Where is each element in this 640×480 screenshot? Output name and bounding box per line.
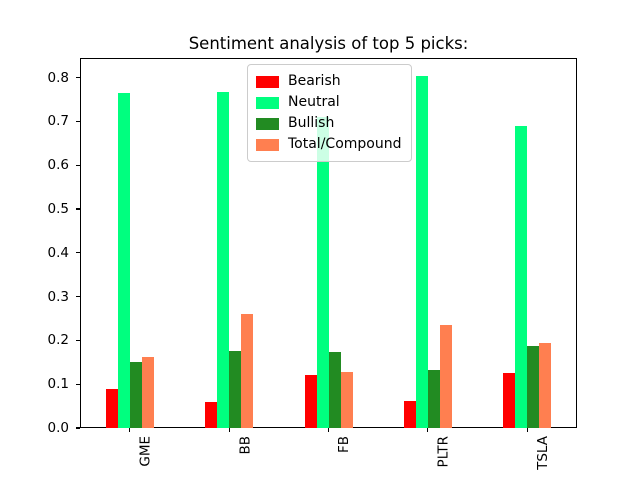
legend: Bearish Neutral Bullish Total/Compound — [247, 64, 413, 162]
bar-bearish-gme — [105, 389, 118, 428]
legend-patch-neutral — [256, 96, 279, 109]
y-tick-mark — [76, 296, 80, 298]
bar-neutral-gme — [117, 93, 130, 428]
y-tick-mark — [76, 252, 80, 254]
y-tick-mark — [76, 164, 80, 166]
legend-label-total-compound: Total/Compound — [288, 136, 402, 152]
bar-neutral-bb — [217, 91, 230, 428]
bar-neutral-tsla — [515, 125, 528, 428]
legend-label-neutral: Neutral — [288, 94, 340, 110]
bar-total-compound-pltr — [439, 324, 452, 428]
y-tick-mark — [76, 208, 80, 210]
x-tick-label-gme: GME — [137, 436, 154, 467]
bar-total-compound-gme — [141, 356, 154, 428]
bar-bullish-bb — [229, 351, 242, 428]
y-tick-mark — [76, 383, 80, 385]
bar-total-compound-bb — [241, 313, 254, 428]
legend-item-total-compound: Total/Compound — [256, 134, 401, 155]
bar-bullish-gme — [129, 362, 142, 428]
bar-bullish-tsla — [527, 345, 540, 428]
legend-label-bullish: Bullish — [288, 115, 335, 131]
bar-neutral-fb — [316, 117, 329, 428]
y-tick-mark — [76, 339, 80, 341]
bar-bullish-fb — [328, 351, 341, 428]
y-tick-label: 0.5 — [47, 201, 69, 218]
y-tick-label: 0.0 — [47, 420, 69, 436]
bar-bearish-tsla — [503, 373, 516, 428]
x-tick-mark — [327, 428, 330, 432]
x-tick-mark — [427, 428, 429, 432]
x-tick-label-bb: BB — [237, 436, 254, 455]
x-tick-label-fb: FB — [336, 436, 353, 454]
x-tick-label-tsla: TSLA — [535, 436, 552, 470]
legend-item-neutral: Neutral — [256, 92, 401, 113]
chart-title: Sentiment analysis of top 5 picks: — [188, 34, 469, 53]
y-tick-label: 0.8 — [47, 69, 69, 86]
bar-bearish-bb — [205, 402, 218, 428]
y-tick-mark — [76, 77, 80, 79]
legend-patch-bearish — [256, 75, 279, 88]
y-tick-label: 0.6 — [47, 157, 69, 174]
y-tick-label: 0.4 — [47, 244, 69, 261]
x-tick-mark — [129, 428, 131, 432]
y-tick-label: 0.7 — [47, 113, 69, 130]
bar-neutral-pltr — [415, 75, 428, 428]
x-tick-label-pltr: PLTR — [435, 436, 452, 468]
y-tick-mark — [76, 427, 80, 429]
bar-total-compound-fb — [340, 372, 353, 428]
legend-patch-bullish — [256, 117, 279, 130]
y-tick-label: 0.3 — [47, 288, 69, 305]
bar-bearish-fb — [304, 375, 317, 428]
bar-bullish-pltr — [427, 369, 440, 428]
y-tick-mark — [76, 120, 80, 123]
legend-patch-total-compound — [256, 138, 279, 151]
bar-total-compound-tsla — [539, 342, 552, 428]
x-tick-mark — [526, 428, 528, 432]
y-tick-label: 0.1 — [47, 376, 69, 393]
legend-item-bullish: Bullish — [256, 113, 401, 134]
bar-bearish-pltr — [403, 400, 416, 428]
legend-label-bearish: Bearish — [288, 73, 341, 89]
legend-item-bearish: Bearish — [256, 71, 401, 92]
x-tick-mark — [228, 428, 230, 432]
y-tick-label: 0.2 — [47, 332, 69, 349]
